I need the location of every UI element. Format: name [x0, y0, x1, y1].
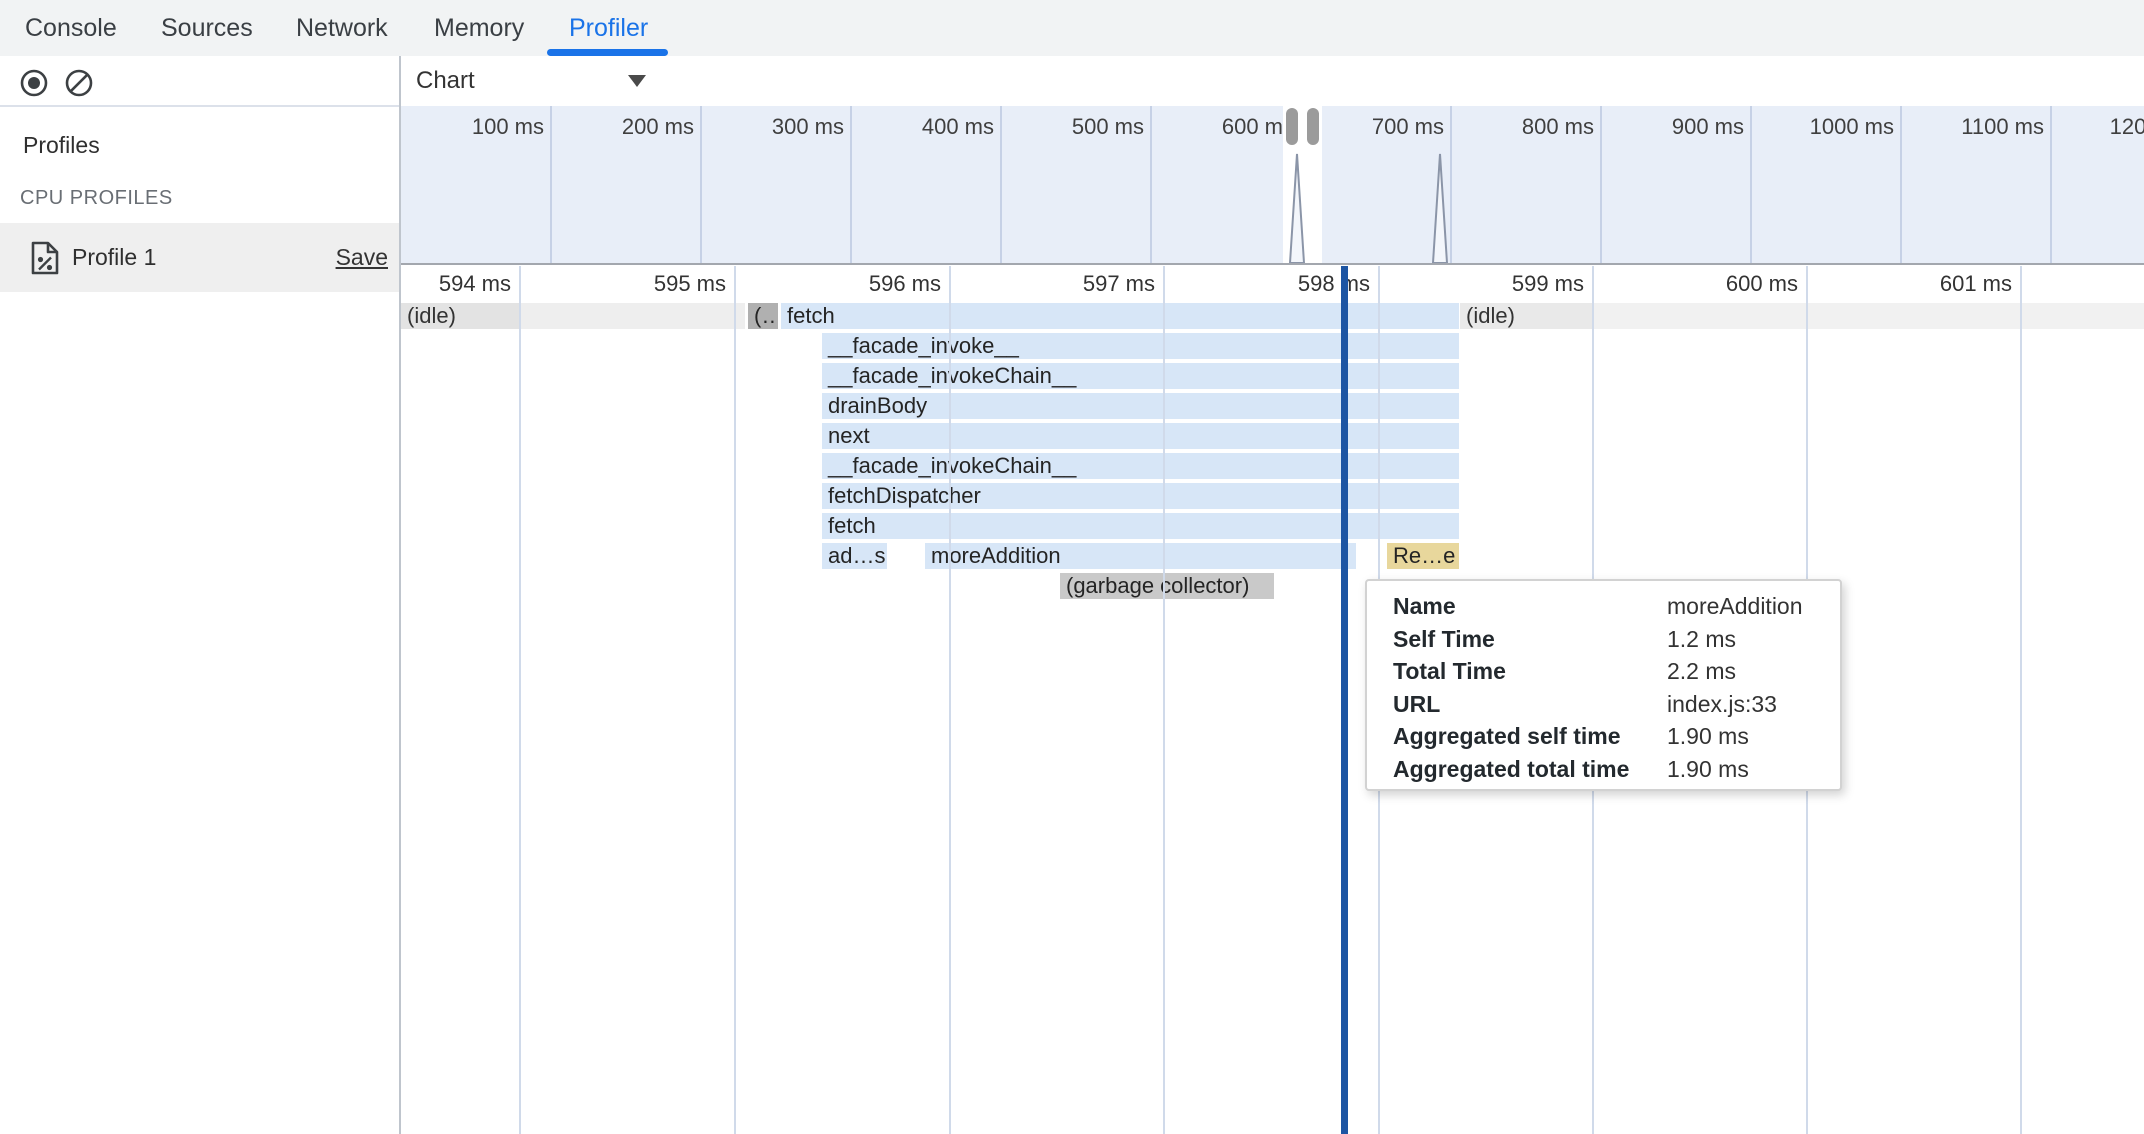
time-cursor-line[interactable]	[1341, 266, 1348, 1134]
flame-gridline	[734, 266, 736, 1134]
overview-tick: 500 ms	[1071, 114, 1144, 139]
flame-call-bar[interactable]: fetchDispatcher	[822, 483, 1459, 509]
flame-tick: 597 ms	[1082, 271, 1155, 296]
clear-profiles-button[interactable]	[64, 68, 94, 98]
tooltip-field-value: 2.2 ms	[1667, 658, 1737, 684]
overview-tick: 300 ms	[771, 114, 844, 139]
tooltip-field-value: 1.2 ms	[1667, 625, 1737, 652]
profiles-sidebar: Profiles CPU PROFILES Profile 1 Save	[0, 56, 401, 1134]
overview-gridline	[2050, 106, 2052, 263]
tooltip-field-value: index.js:33	[1667, 690, 1777, 717]
tooltip-field-value: 1.90 ms	[1667, 755, 1749, 782]
overview-gridline	[550, 106, 552, 263]
flame-chart[interactable]: (idle)(…fetch(idle)__facade_invoke____fa…	[401, 266, 2144, 1134]
flame-gridline	[1163, 266, 1165, 1134]
tooltip-row: URL index.js:33	[1367, 691, 1840, 719]
overview-tick: 800 ms	[1521, 114, 1594, 139]
tooltip-field-label: Total Time	[1393, 658, 1506, 684]
tooltip-field-label: Self Time	[1393, 625, 1495, 652]
tooltip-row: Total Time 2.2 ms	[1367, 658, 1840, 686]
overview-tick: 100 ms	[471, 114, 544, 139]
profile-document-icon	[31, 241, 59, 275]
tooltip-field-label: Aggregated self time	[1393, 723, 1621, 749]
overview-tick: 400 ms	[921, 114, 994, 139]
flame-tick: 599 ms	[1511, 271, 1584, 296]
devtools-tabbar: Console Sources Network Memory Profiler	[0, 0, 2144, 56]
tooltip-row: Aggregated total time 1.90 ms	[1367, 756, 1840, 784]
sidebar-divider	[0, 105, 399, 107]
flame-call-bar[interactable]: drainBody	[822, 393, 1459, 419]
overview-gridline	[1450, 106, 1452, 263]
flame-call-bar[interactable]: next	[822, 423, 1459, 449]
flame-gc-bar: (garbage collector)	[1060, 573, 1274, 599]
cpu-activity-spikes	[1288, 153, 1449, 263]
tab-sources[interactable]: Sources	[161, 13, 253, 42]
flame-tick: 596 ms	[868, 271, 941, 296]
overview-tick: 1100 ms	[1961, 114, 2044, 139]
profile-name: Profile 1	[72, 244, 157, 270]
selection-handle[interactable]	[1307, 108, 1319, 145]
flame-idle-strip: (idle)	[401, 303, 519, 329]
flame-tick: 594 ms	[438, 271, 511, 296]
flame-tick: 598 ms	[1297, 271, 1370, 296]
overview-tick: 200 ms	[621, 114, 694, 139]
selection-handle[interactable]	[1286, 108, 1298, 145]
view-mode-select[interactable]: Chart	[416, 56, 676, 106]
flame-truncated-bar[interactable]: (…	[748, 303, 778, 329]
flame-gridline	[2020, 266, 2022, 1134]
overview-tick: 700 ms	[1371, 114, 1444, 139]
flame-hot-bar[interactable]: Re…e	[1387, 543, 1459, 569]
overview-tick: 900 ms	[1671, 114, 1744, 139]
tab-console[interactable]: Console	[25, 13, 117, 42]
flame-call-bar[interactable]: fetch	[822, 513, 1459, 539]
overview-gridline	[850, 106, 852, 263]
tooltip-row: Aggregated self time 1.90 ms	[1367, 723, 1840, 751]
flame-call-bar[interactable]: ad…s	[822, 543, 887, 569]
overview-gridline	[1750, 106, 1752, 263]
tooltip-field-label: URL	[1393, 690, 1441, 717]
profiles-title: Profiles	[23, 132, 100, 158]
cpu-profiles-section-title: CPU PROFILES	[20, 187, 173, 209]
frame-details-tooltip: Name moreAddition Self Time 1.2 ms Total Tim…	[1365, 579, 1842, 791]
overview-gridline	[700, 106, 702, 263]
timeline-overview[interactable]: 100 ms 200 ms 300 ms 400 ms 500 ms 600 ms 700 …	[401, 106, 2144, 265]
flame-call-bar[interactable]: moreAddition	[925, 543, 1356, 569]
tooltip-field-value: moreAddition	[1667, 593, 1803, 619]
record-profile-button[interactable]	[19, 68, 49, 98]
tooltip-field-value: 1.90 ms	[1667, 723, 1749, 749]
overview-tick: 1000 ms	[1809, 114, 1894, 139]
flame-tick: 600 ms	[1725, 271, 1798, 296]
tooltip-field-label: Name	[1393, 593, 1456, 619]
flame-idle-strip	[1592, 303, 2144, 329]
flame-idle-strip	[519, 303, 745, 329]
flame-call-bar[interactable]: __facade_invokeChain__	[822, 453, 1459, 479]
flame-idle-strip: (idle)	[1460, 303, 1592, 329]
overview-tick: 1200 ms	[2109, 114, 2144, 139]
flame-call-bar[interactable]: __facade_invoke__	[822, 333, 1459, 359]
overview-tick: 600 ms	[1221, 114, 1294, 139]
flame-gridline	[949, 266, 951, 1134]
active-tab-underline	[547, 49, 668, 56]
tab-memory[interactable]: Memory	[434, 13, 525, 42]
tooltip-row: Self Time 1.2 ms	[1367, 626, 1840, 654]
tooltip-field-label: Aggregated total time	[1393, 755, 1630, 782]
overview-gridline	[1150, 106, 1152, 263]
tab-profiler[interactable]: Profiler	[569, 13, 649, 42]
flame-call-bar[interactable]: __facade_invokeChain__	[822, 363, 1459, 389]
overview-gridline	[1600, 106, 1602, 263]
profile-list-item[interactable]: Profile 1 Save	[0, 223, 399, 292]
flame-tick: 595 ms	[653, 271, 726, 296]
tooltip-row: Name moreAddition	[1367, 593, 1840, 621]
overview-gridline	[1900, 106, 1902, 263]
tab-network[interactable]: Network	[296, 13, 388, 42]
flame-call-bar[interactable]: fetch	[781, 303, 1459, 329]
save-profile-link[interactable]: Save	[335, 244, 388, 270]
chevron-down-icon	[628, 75, 646, 87]
flame-gridline	[519, 266, 521, 1134]
flame-tick: 601 ms	[1939, 271, 2012, 296]
overview-gridline	[1000, 106, 1002, 263]
view-mode-label: Chart	[416, 67, 475, 94]
